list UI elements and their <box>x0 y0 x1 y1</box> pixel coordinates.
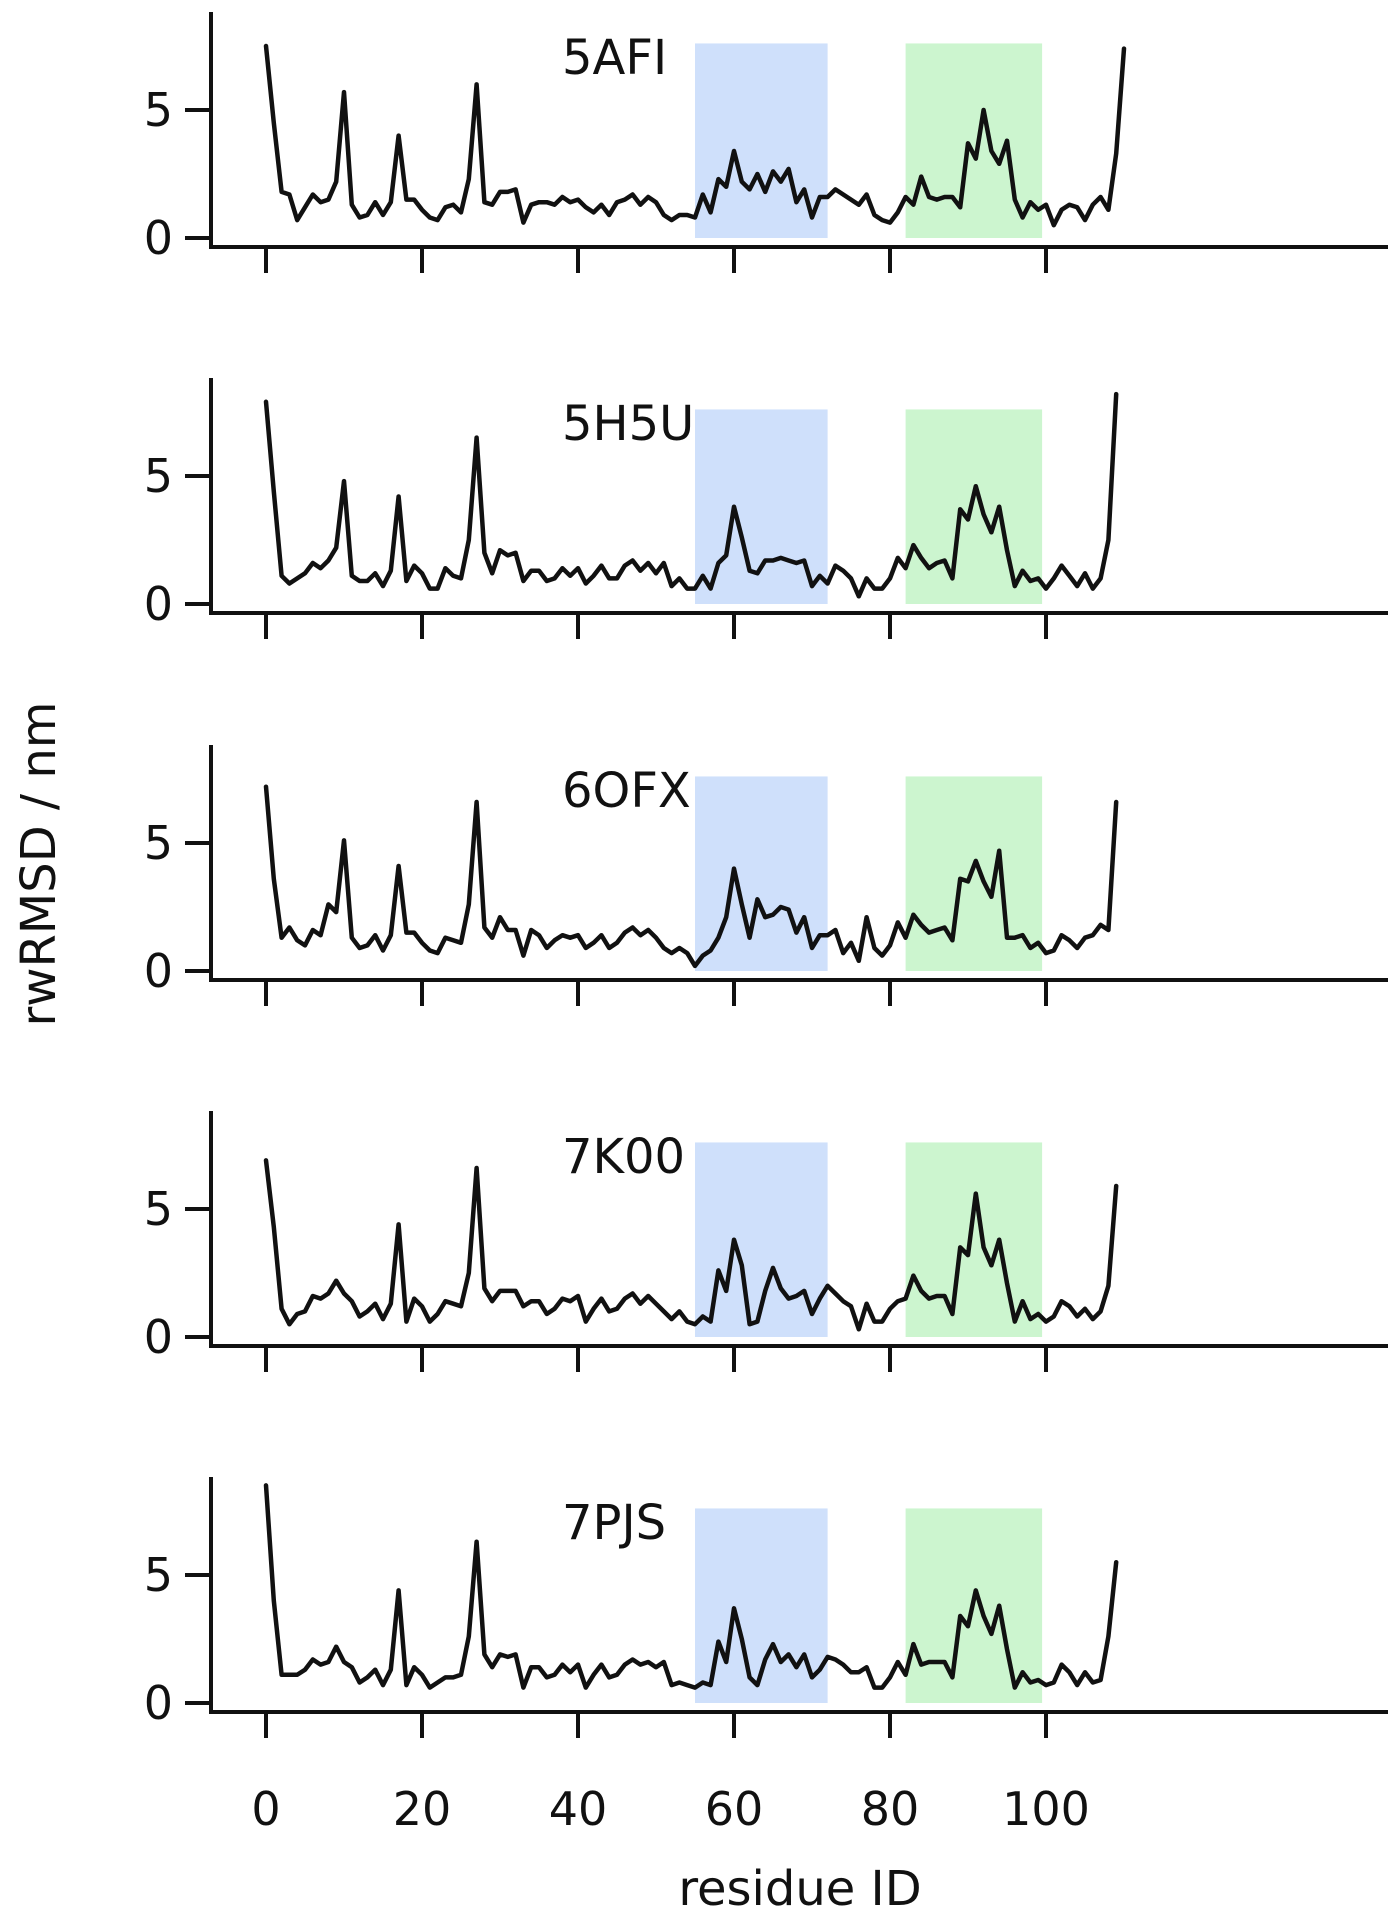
x-tick-label: 20 <box>393 1782 452 1836</box>
panel-6ofx: 0 5 6OFX <box>144 745 1388 1006</box>
highlight-region-1 <box>695 43 828 238</box>
y-tick-label: 5 <box>144 449 173 503</box>
x-axis-tick-labels: 0 20 40 60 80 100 <box>251 1782 1090 1836</box>
series-line-5h5u <box>263 391 1119 599</box>
series-line-6ofx <box>263 784 1119 969</box>
y-tick-label: 5 <box>144 1182 173 1236</box>
x-axis-title: residue ID <box>678 1861 921 1917</box>
highlight-region-2 <box>905 409 1043 604</box>
y-axis-title: rwRMSD / nm <box>11 701 67 1026</box>
y-tick-label: 5 <box>144 816 173 870</box>
panel-7k00: 0 5 7K00 <box>144 1111 1388 1372</box>
panel-5afi: 0 5 5AFI <box>144 12 1388 273</box>
y-tick-label: 0 <box>144 1676 173 1730</box>
series-line-7pjs <box>263 1483 1119 1690</box>
y-tick-label: 0 <box>144 944 173 998</box>
series-line-5afi <box>263 43 1127 228</box>
panel-label: 6OFX <box>562 763 691 819</box>
panel-label: 5AFI <box>562 30 667 86</box>
y-tick-label: 0 <box>144 211 173 265</box>
y-tick-label: 0 <box>144 1310 173 1364</box>
x-tick-label: 40 <box>549 1782 608 1836</box>
series-line-7k00 <box>263 1158 1119 1332</box>
panels-group: 0 5 5AFI 0 5 5H5U 0 5 6OFX 0 5 7K00 0 5 7PJS <box>144 12 1388 1738</box>
panel-label: 7K00 <box>562 1129 685 1185</box>
x-tick-label: 0 <box>251 1782 280 1836</box>
x-tick-label: 60 <box>705 1782 764 1836</box>
y-tick-label: 5 <box>144 1548 173 1602</box>
panel-5h5u: 0 5 5H5U <box>144 378 1388 639</box>
highlight-region-2 <box>905 776 1043 971</box>
y-tick-label: 5 <box>144 83 173 137</box>
panel-label: 7PJS <box>562 1495 666 1551</box>
highlight-region-2 <box>905 43 1043 238</box>
panel-label: 5H5U <box>562 396 694 452</box>
x-tick-label: 100 <box>1002 1782 1090 1836</box>
x-tick-label: 80 <box>861 1782 920 1836</box>
panel-7pjs: 0 5 7PJS <box>144 1477 1388 1738</box>
y-tick-label: 0 <box>144 577 173 631</box>
